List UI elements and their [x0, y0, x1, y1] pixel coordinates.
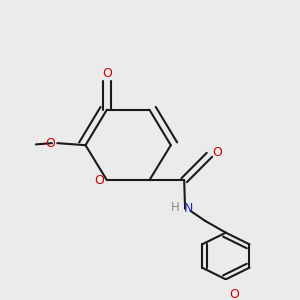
Text: O: O: [102, 67, 112, 80]
Text: H: H: [171, 201, 180, 214]
Text: O: O: [94, 174, 104, 187]
Text: O: O: [230, 288, 239, 300]
Text: N: N: [184, 202, 193, 215]
Text: O: O: [45, 137, 55, 150]
Text: O: O: [212, 146, 222, 159]
